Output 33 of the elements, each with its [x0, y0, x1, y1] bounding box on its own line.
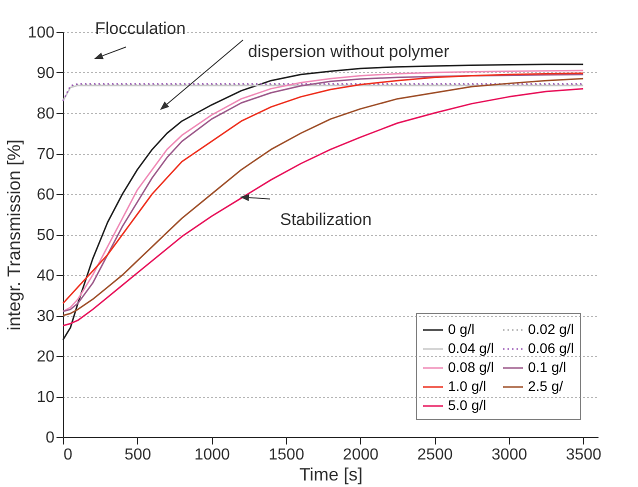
legend-label: 0 g/l	[448, 321, 474, 337]
x-tick-label: 2500	[417, 446, 453, 464]
y-tick-label: 50	[36, 227, 55, 244]
y-tick-label: 90	[36, 65, 55, 82]
x-tick-label: 500	[124, 446, 152, 464]
y-tick-label: 60	[36, 186, 55, 204]
x-tick-label: 1000	[194, 446, 230, 464]
x-tick-label: 3000	[492, 446, 528, 464]
y-tick-label: 80	[36, 106, 55, 122]
legend-label: 0.1 g/l	[528, 359, 566, 375]
legend-label: 2.5 g/	[528, 378, 564, 394]
x-axis-title: Time [s]	[299, 464, 363, 484]
legend-label: 1.0 g/l	[448, 378, 486, 394]
annotation: Flocculation	[95, 19, 186, 38]
y-tick-label: 70	[36, 146, 55, 163]
y-tick-label: 100	[28, 24, 55, 42]
y-tick-label: 0	[46, 430, 55, 446]
y-axis-title: integr. Transmission [%]	[4, 139, 24, 331]
x-tick-label: 0	[64, 446, 72, 464]
x-tick-label: 3500	[566, 446, 602, 464]
y-tick-label: 30	[36, 308, 55, 325]
y-tick-label: 20	[36, 348, 55, 366]
x-tick-label: 2000	[342, 446, 379, 464]
y-tick-label: 40	[36, 268, 55, 284]
legend-label: 0.08 g/l	[448, 359, 494, 375]
legend-label: 0.06 g/l	[528, 340, 574, 356]
legend-label: 0.02 g/l	[528, 321, 574, 337]
legend-label: 5.0 g/l	[448, 397, 486, 413]
legend-label: 0.04 g/l	[448, 340, 494, 356]
annotation: dispersion without polymer	[248, 42, 450, 61]
x-tick-label: 1500	[268, 446, 304, 464]
y-tick-label: 10	[36, 389, 55, 406]
annotation: Stabilization	[280, 210, 372, 229]
